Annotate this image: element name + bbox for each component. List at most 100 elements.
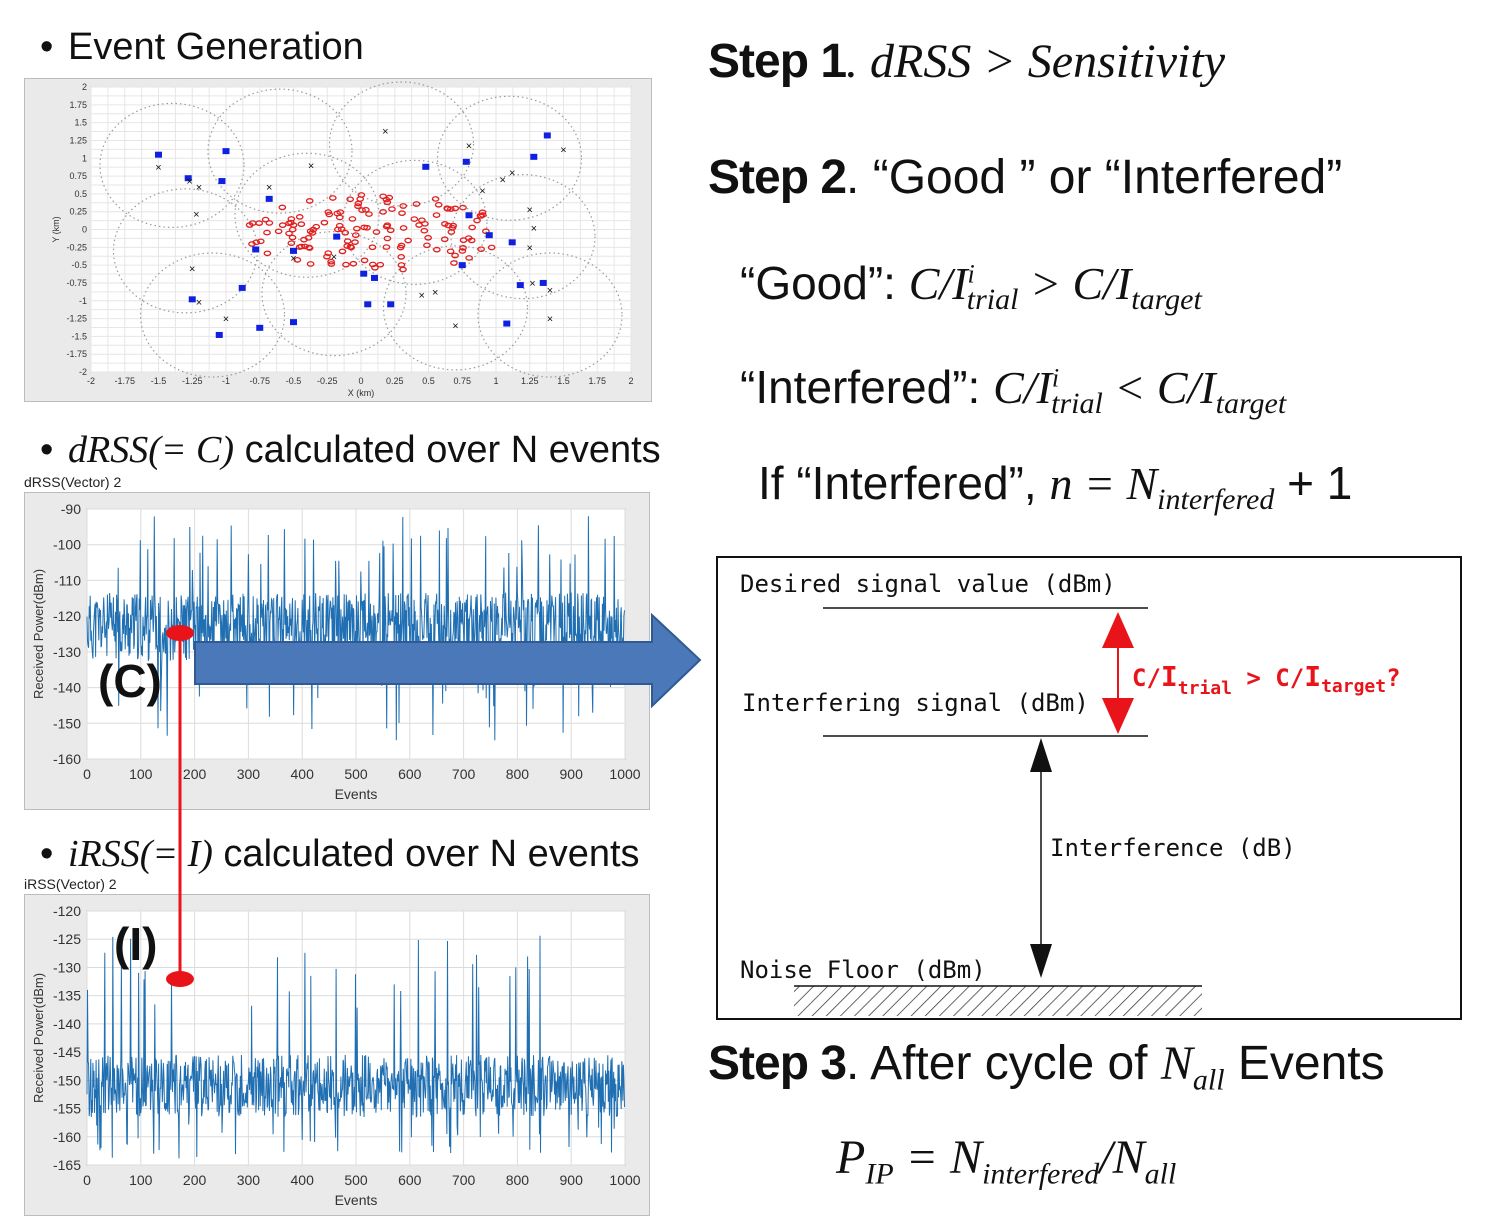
interferer-point: × (527, 205, 533, 217)
series-line (86, 516, 625, 741)
receiver-point (297, 221, 306, 227)
x-axis-label: X (km) (348, 388, 375, 398)
x-tick-label: -0.5 (286, 376, 302, 386)
cell-ring (328, 81, 475, 207)
bullet-event-generation: • Event Generation (40, 26, 364, 68)
x-tick-label: 500 (344, 1172, 368, 1188)
interference-arrow-up-icon (1030, 738, 1052, 772)
step2: Step 2. “Good ” or “Interfered” (708, 150, 1342, 205)
interferer-point: × (193, 209, 199, 221)
receiver-point (451, 252, 459, 259)
receiver-point (288, 234, 297, 241)
transmitter-point (290, 319, 297, 326)
transmitter-point (188, 296, 196, 303)
x-tick-label: 400 (291, 1172, 315, 1188)
transmitter-point (184, 175, 192, 182)
receiver-point (338, 248, 347, 255)
x-tick-label: 0.5 (422, 376, 435, 386)
receiver-point (420, 227, 429, 234)
y-tick-label: -140 (53, 680, 81, 696)
interferer-point: × (419, 290, 425, 302)
interferer-point: × (527, 242, 533, 254)
y-tick-label: 0 (82, 225, 87, 235)
transmitter-point (360, 270, 368, 277)
x-tick-label: 600 (398, 1172, 422, 1188)
x-axis-label: Events (335, 1192, 378, 1208)
receiver-point (304, 234, 313, 241)
noise-floor-hatch (794, 986, 1202, 1016)
y-tick-label: 0.75 (69, 171, 87, 181)
receiver-point (333, 210, 342, 217)
y-tick-label: -120 (53, 903, 81, 919)
receiver-point (295, 214, 304, 220)
receiver-point (423, 242, 431, 249)
interferer-point: × (290, 253, 296, 265)
receiver-point (432, 212, 441, 218)
receiver-point (323, 253, 331, 260)
interferer-point: × (196, 297, 202, 309)
receiver-point (360, 224, 369, 231)
step3-text: . After cycle of (846, 1037, 1161, 1090)
receiver-point (473, 217, 481, 224)
transmitter-point (516, 282, 524, 289)
x-tick-label: 2 (628, 376, 633, 386)
cell-ring (477, 252, 623, 378)
receiver-point (467, 237, 476, 244)
receiver-point (368, 244, 377, 251)
receiver-point (477, 213, 485, 219)
receiver-point (287, 240, 296, 247)
receiver-point (410, 216, 419, 222)
receiver-point (432, 246, 441, 253)
receiver-point (320, 219, 329, 226)
transmitter-point (265, 195, 273, 202)
receiver-point (351, 232, 360, 238)
cell-ring (450, 174, 596, 300)
transmitter-point (458, 262, 466, 269)
y-tick-label: -2 (79, 367, 87, 377)
interferer-point: × (560, 145, 566, 157)
receiver-point (399, 203, 408, 209)
ci-comparison: C/Itrial > C/Itarget? (1132, 660, 1401, 699)
y-tick-label: 0.5 (74, 189, 87, 199)
y-tick-label: -0.5 (71, 260, 87, 270)
irss-text: calculated over N events (212, 833, 640, 875)
step1: Step 1. dRSS > Sensitivity (708, 34, 1225, 89)
receiver-point (358, 207, 366, 213)
y-tick-label: -1.25 (66, 314, 87, 324)
receiver-point (245, 222, 254, 228)
transmitter-point (539, 279, 547, 286)
receiver-point (376, 261, 385, 268)
cell-ring (342, 159, 488, 285)
scatter-chart: ×× ××××××××××× ×××××××××××××-2 -1.75 -1.5 -1.… (51, 81, 634, 398)
interferer-point: × (382, 126, 388, 138)
y-tick-label: -0.75 (66, 278, 87, 288)
y-tick-label: 2 (82, 82, 87, 92)
receiver-point (459, 204, 467, 211)
cell-ring (261, 231, 407, 357)
y-tick-label: -130 (53, 644, 81, 660)
signal-level-svg: Desired signal value (dBm) Interfering s… (740, 570, 1401, 1016)
cell-ring (382, 245, 529, 371)
x-tick-label: 1.25 (521, 376, 539, 386)
c-marker-label: (C) (98, 655, 162, 707)
x-tick-label: 0 (358, 376, 363, 386)
interferer-point: × (452, 321, 458, 333)
drss-title: dRSS(Vector) 2 (24, 474, 122, 490)
y-tick-label: -90 (61, 501, 81, 517)
x-tick-label: -0.25 (317, 376, 338, 386)
cell-ring (99, 102, 245, 228)
x-tick-label: 0.75 (453, 376, 471, 386)
y-tick-label: 1.25 (69, 135, 87, 145)
drss-text: calculated over N events (234, 429, 661, 471)
receiver-point (261, 216, 270, 223)
y-tick-label: -1 (79, 296, 87, 306)
interfered-condition: “Interfered”: C/Iitrial < C/Itarget (740, 361, 1287, 421)
flow-arrow (194, 612, 702, 709)
step3: Step 3. After cycle of Nall Events (708, 1037, 1385, 1097)
x-tick-label: 1.5 (557, 376, 570, 386)
y-axis-label: Y (km) (51, 216, 61, 242)
x-tick-label: 400 (291, 766, 315, 782)
receiver-point (450, 260, 458, 266)
receiver-point (459, 237, 468, 243)
